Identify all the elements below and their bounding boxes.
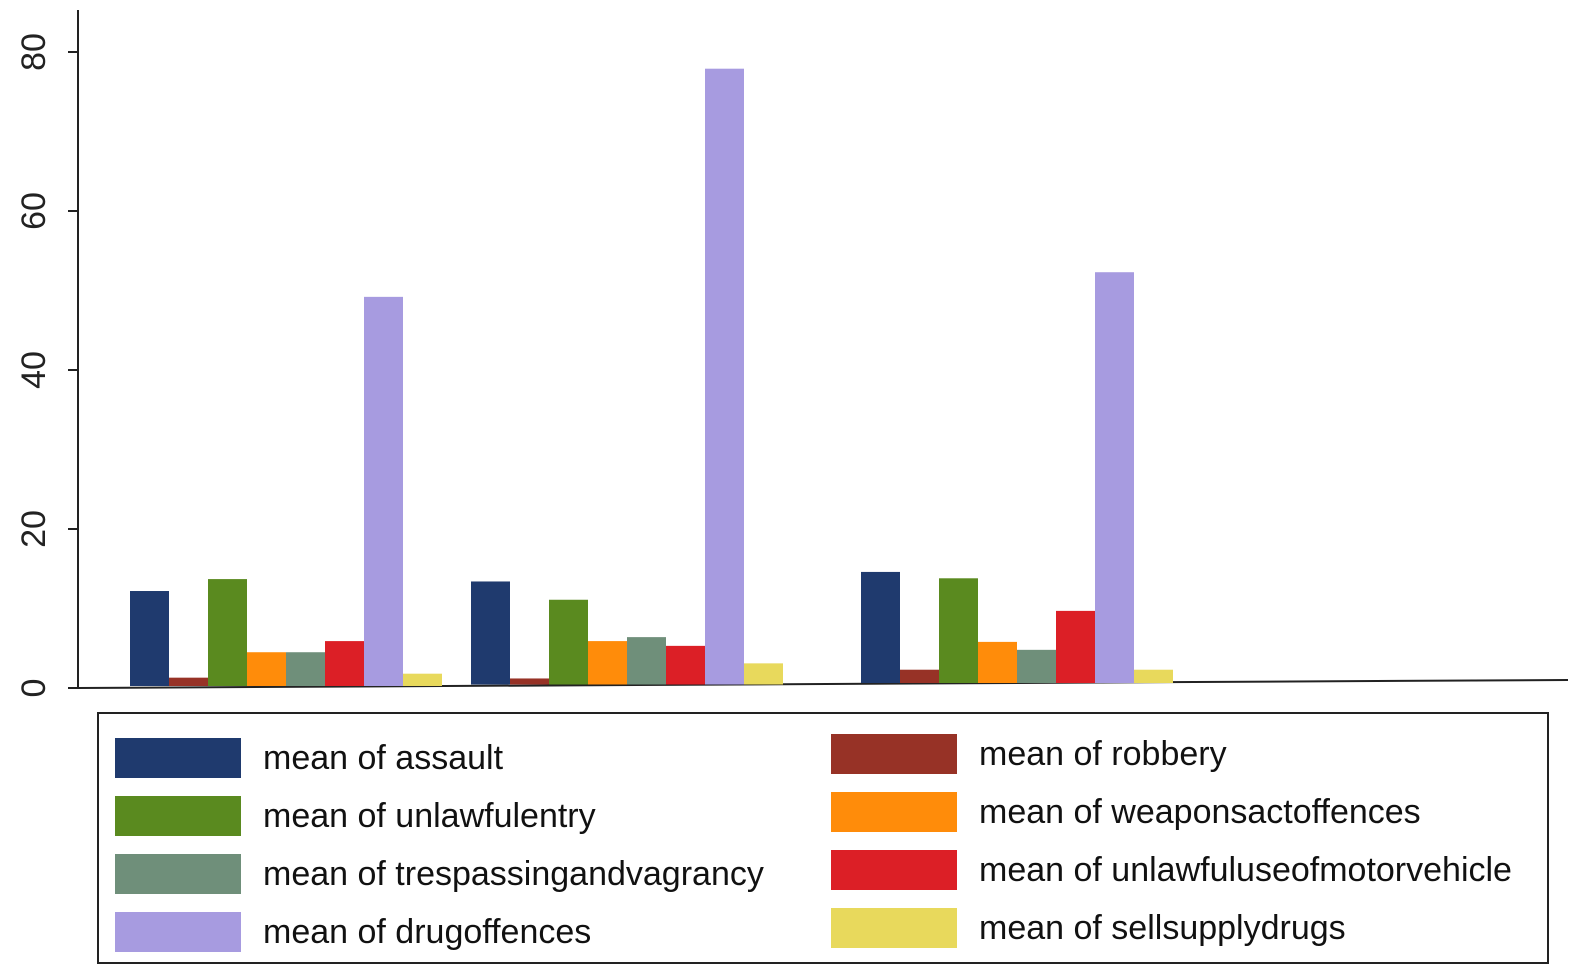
bar-sellsupplydrugs-group-3 (1134, 669, 1173, 683)
legend-swatch-sellsupplydrugs (831, 908, 957, 948)
legend-label-trespassingandvagrancy: mean of trespassingandvagrancy (263, 854, 764, 893)
bar-robbery-group-3 (900, 669, 939, 683)
bar-unlawfuluseofmotorvehicle-group-3 (1056, 610, 1095, 683)
bar-assault-group-3 (861, 571, 900, 683)
y-tick-label: 20 (15, 510, 53, 548)
legend-item-unlawfulentry: mean of unlawfulentry (115, 794, 596, 838)
bar-assault-group-1 (130, 591, 169, 686)
bars (130, 68, 1173, 686)
bar-assault-group-2 (471, 581, 510, 685)
bar-trespassingandvagrancy-group-1 (286, 652, 325, 686)
bar-unlawfuluseofmotorvehicle-group-1 (325, 641, 364, 686)
legend-item-unlawfuluseofmotorvehicle: mean of unlawfuluseofmotorvehicle (831, 848, 1512, 892)
legend-item-drugoffences: mean of drugoffences (115, 910, 591, 954)
legend-swatch-unlawfulentry (115, 796, 241, 836)
bar-weaponsactoffences-group-2 (588, 641, 627, 685)
bar-weaponsactoffences-group-3 (978, 641, 1017, 683)
x-axis-line (77, 679, 1569, 689)
bar-unlawfuluseofmotorvehicle-group-2 (666, 645, 705, 685)
legend-label-unlawfulentry: mean of unlawfulentry (263, 796, 596, 835)
legend-swatch-drugoffences (115, 912, 241, 952)
legend-label-drugoffences: mean of drugoffences (263, 912, 592, 951)
legend-swatch-assault (115, 738, 241, 778)
chart-canvas: 0 20 40 60 80 (15, 10, 1569, 698)
legend-item-assault: mean of assault (115, 736, 503, 780)
bar-drugoffences-group-1 (364, 296, 403, 686)
legend-item-trespassingandvagrancy: mean of trespassingandvagrancy (115, 852, 764, 896)
axes: 0 20 40 60 80 (15, 10, 1569, 698)
bar-robbery-group-1 (169, 677, 208, 686)
legend: mean of assault mean of robbery mean of … (97, 712, 1549, 964)
bar-sellsupplydrugs-group-2 (744, 663, 783, 685)
bar-trespassingandvagrancy-group-2 (627, 637, 666, 685)
legend-swatch-trespassingandvagrancy (115, 854, 241, 894)
bar-drugoffences-group-3 (1095, 272, 1134, 683)
y-tick-label: 80 (15, 33, 53, 71)
legend-item-weaponsactoffences: mean of weaponsactoffences (831, 790, 1421, 834)
legend-label-assault: mean of assault (263, 738, 504, 777)
bar-unlawfulentry-group-2 (549, 599, 588, 685)
legend-label-sellsupplydrugs: mean of sellsupplydrugs (979, 908, 1346, 947)
legend-swatch-weaponsactoffences (831, 792, 957, 832)
legend-item-sellsupplydrugs: mean of sellsupplydrugs (831, 906, 1346, 950)
y-tick-label: 40 (15, 351, 53, 389)
legend-label-weaponsactoffences: mean of weaponsactoffences (979, 792, 1421, 831)
bar-unlawfulentry-group-1 (208, 579, 247, 686)
y-tick-label: 0 (15, 679, 53, 698)
legend-label-unlawfuluseofmotorvehicle: mean of unlawfuluseofmotorvehicle (979, 850, 1512, 889)
legend-swatch-robbery (831, 734, 957, 774)
bar-drugoffences-group-2 (705, 68, 744, 685)
bar-trespassingandvagrancy-group-3 (1017, 649, 1056, 683)
legend-label-robbery: mean of robbery (979, 734, 1227, 773)
legend-swatch-unlawfuluseofmotorvehicle (831, 850, 957, 890)
bar-sellsupplydrugs-group-1 (403, 673, 442, 686)
legend-item-robbery: mean of robbery (831, 732, 1227, 776)
y-tick-label: 60 (15, 192, 53, 230)
bar-robbery-group-2 (510, 678, 549, 685)
bar-unlawfulentry-group-3 (939, 578, 978, 683)
bar-weaponsactoffences-group-1 (247, 652, 286, 686)
